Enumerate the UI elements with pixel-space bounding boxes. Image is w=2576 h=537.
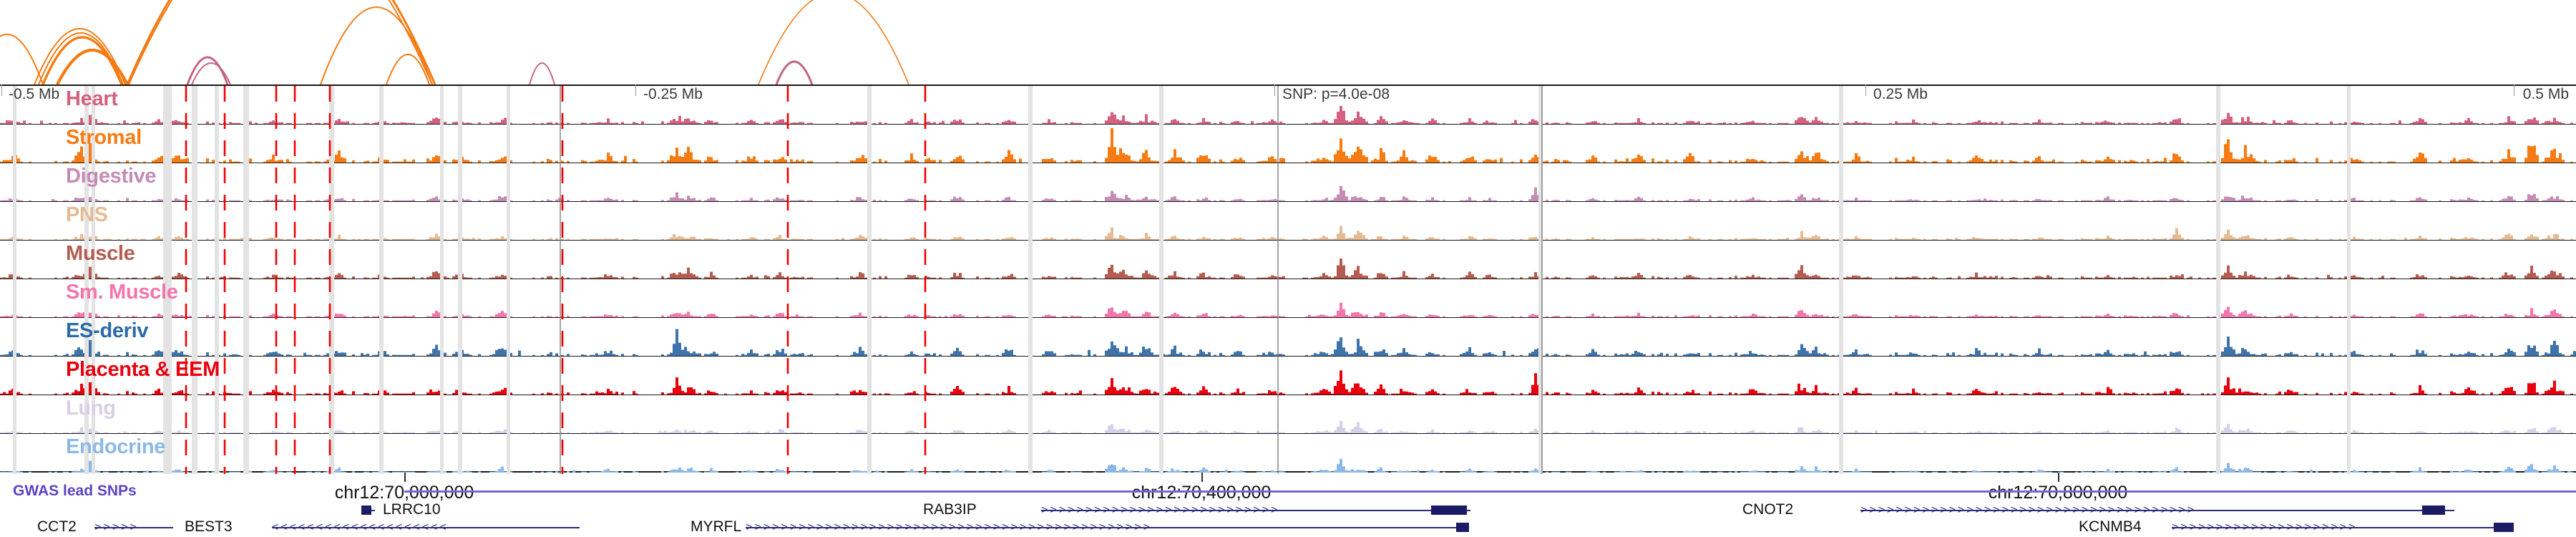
- coordinate-tick: [404, 473, 406, 482]
- gene-strand-arrows-forward-icon: >>>>>>>>>>>>>>>>>>>>>>>>>>>>>>>>>>>>>>: [1860, 504, 2197, 516]
- signal-area: [0, 106, 2576, 124]
- chromatin-loop-arc: [529, 62, 555, 84]
- signal-area: [0, 226, 2576, 240]
- gene-exon-block: [1456, 523, 1469, 532]
- gene-exon-block: [361, 505, 371, 515]
- track-row-muscle[interactable]: Muscle: [0, 241, 2576, 279]
- gene-strand-arrows-reverse-icon: <<<<<<<<<<<<<<<<<<<<: [272, 521, 449, 533]
- track-row-digestive[interactable]: Digestive: [0, 163, 2576, 202]
- genomic-coordinate-axis: chr12:70,000,000 chr12:70,400,000 chr12:70…: [0, 473, 2576, 537]
- chromatin-loop-arc: [386, 54, 430, 84]
- signal-area: [0, 458, 2576, 473]
- signal-area: [0, 329, 2576, 356]
- signal-area: [0, 128, 2576, 163]
- chromatin-loop-arc: [126, 0, 436, 84]
- gene-body-line: [746, 527, 1465, 528]
- chromatin-loop-arc: [128, 0, 433, 84]
- signal-area: [0, 420, 2576, 433]
- chromatin-loop-arc: [191, 62, 231, 84]
- track-row-lung[interactable]: Lung: [0, 395, 2576, 434]
- signal-profile-digestive: [0, 185, 2576, 201]
- coordinate-tick: [2058, 473, 2059, 482]
- signal-area: [0, 370, 2576, 395]
- gwas-lead-snps-label: GWAS lead SNPs: [13, 483, 137, 499]
- gene-label[interactable]: MYRFL: [691, 518, 742, 535]
- gene-label[interactable]: RAB3IP: [923, 501, 977, 518]
- gene-exon-block: [2422, 505, 2445, 515]
- track-row-heart[interactable]: Heart: [0, 86, 2576, 125]
- gene-label[interactable]: LRRC10: [383, 501, 441, 518]
- signal-profile-heart: [0, 106, 2576, 124]
- gwas-lead-snps-bar: [404, 490, 2576, 493]
- signal-profile-stromal: [0, 128, 2576, 163]
- signal-profile-sm-muscle: [0, 302, 2576, 317]
- track-row-es-deriv[interactable]: ES-deriv: [0, 318, 2576, 357]
- gene-body-line: [94, 527, 173, 528]
- chromatin-loop-arc: [758, 0, 909, 84]
- signal-profile-placenta-eem: [0, 370, 2576, 395]
- gene-body-line: [1041, 510, 1470, 511]
- signal-profile-es-deriv: [0, 329, 2576, 356]
- signal-track-stack: Heart Stromal Digestive PNS Muscle Sm. M…: [0, 84, 2576, 474]
- gene-exon-block: [2494, 523, 2514, 532]
- chromatin-loop-arc: [0, 34, 44, 84]
- track-row-sm-muscle[interactable]: Sm. Muscle: [0, 279, 2576, 318]
- signal-profile-endocrine: [0, 458, 2576, 473]
- coordinate-label: chr12:70,400,000: [1131, 483, 1272, 503]
- gwas-lead-snps-row[interactable]: GWAS lead SNPs: [0, 483, 2576, 501]
- signal-area: [0, 185, 2576, 201]
- gene-body-line: [2172, 527, 2508, 528]
- chromatin-loop-arc: [320, 6, 433, 84]
- coordinate-label: chr12:70,800,000: [1988, 483, 2128, 503]
- coordinate-label: chr12:70,000,000: [334, 483, 474, 503]
- coordinate-tick: [1201, 473, 1203, 482]
- track-row-placenta-eem[interactable]: Placenta & EEM: [0, 357, 2576, 395]
- gene-label[interactable]: CNOT2: [1742, 501, 1794, 518]
- track-row-stromal[interactable]: Stromal: [0, 125, 2576, 163]
- gene-exon-block: [1431, 505, 1467, 515]
- gene-strand-arrows-forward-icon: >>>>>: [94, 521, 139, 533]
- gene-row-lower[interactable]: CCT2 >>>>> BEST3 <<<<<<<<<<<<<<<<<<<< MYRFL >…: [0, 518, 2576, 537]
- signal-profile-muscle: [0, 258, 2576, 279]
- signal-area: [0, 258, 2576, 279]
- gene-label[interactable]: KCNMB4: [2079, 518, 2142, 535]
- chromatin-loop-arc: [34, 28, 126, 84]
- chromatin-loop-arc: [56, 48, 129, 84]
- arc-svg: [0, 0, 909, 84]
- signal-area: [0, 302, 2576, 317]
- track-row-endocrine[interactable]: Endocrine: [0, 434, 2576, 473]
- gene-strand-arrows-forward-icon: >>>>>>>>>>>>>>>>>>>>>: [2172, 521, 2358, 533]
- gene-label[interactable]: BEST3: [185, 518, 233, 535]
- gene-annotation-panel: GWAS lead SNPs LRRC10 RAB3IP >>>>>>>>>>>>>…: [0, 483, 2576, 537]
- gene-row-upper[interactable]: LRRC10 RAB3IP >>>>>>>>>>>>>>>>>>>>>>>>>>> C…: [0, 501, 2576, 520]
- gene-strand-arrows-forward-icon: >>>>>>>>>>>>>>>>>>>>>>>>>>>: [1041, 504, 1280, 516]
- gene-body-line: [1860, 510, 2454, 511]
- gene-label[interactable]: CCT2: [37, 518, 77, 535]
- signal-profile-pns: [0, 226, 2576, 240]
- chromatin-loop-arc: [42, 36, 123, 84]
- chromatin-loop-arc: [186, 56, 229, 84]
- chromatin-arc-panel: [0, 0, 2576, 84]
- chromatin-loop-arc: [775, 60, 814, 84]
- signal-profile-lung: [0, 420, 2576, 433]
- track-row-pns[interactable]: PNS: [0, 202, 2576, 241]
- gene-body-line: [272, 527, 580, 528]
- gene-strand-arrows-forward-icon: >>>>>>>>>>>>>>>>>>>>>>>>>>>>>>>>>>>>>>>>…: [746, 521, 1152, 533]
